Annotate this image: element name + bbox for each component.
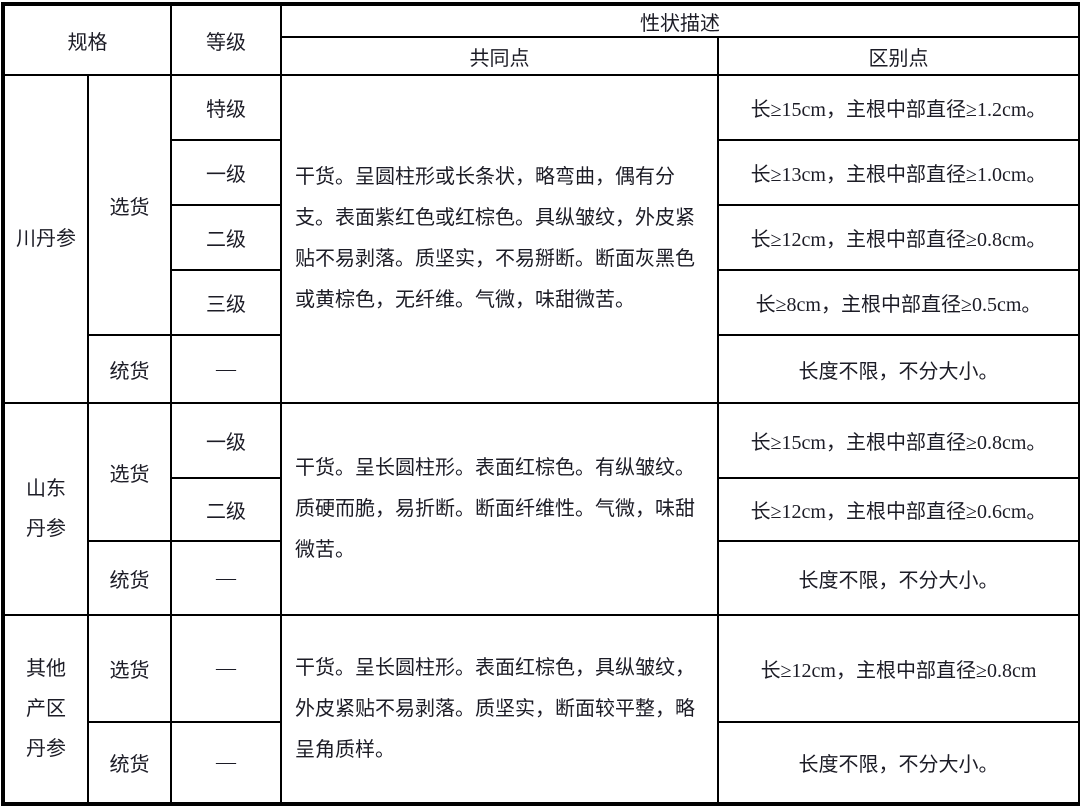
- grade-cell: 特级: [170, 74, 282, 141]
- grade-cell: —: [170, 721, 282, 805]
- table-row: 川丹参 选货 特级 干货。呈圆柱形或长条状，略弯曲，偶有分支。表面紫红色或红棕色…: [2, 74, 1080, 404]
- difference-cell: 长≥12cm，主根中部直径≥0.8cm。: [717, 204, 1080, 271]
- difference-header-cell: 区别点: [717, 36, 1080, 76]
- table-row: 统货 — 长度不限，不分大小。: [3, 721, 1080, 805]
- difference-cell: 长度不限，不分大小。: [717, 540, 1080, 616]
- grade-cell: 二级: [170, 204, 282, 271]
- common-traits-cell: 干货。呈长圆柱形。表面红棕色。有纵皱纹。质硬而脆，易折断。断面纤维性。气微，味甜…: [280, 402, 719, 616]
- category-cell: 选货: [87, 74, 172, 336]
- table-row: 二级 长≥12cm，主根中部直径≥0.6cm。: [3, 477, 1080, 542]
- difference-cell: 长≥12cm，主根中部直径≥0.8cm: [717, 614, 1080, 723]
- origin-cell: 其他 产区 丹参: [2, 614, 89, 805]
- grade-cell: 一级: [170, 139, 282, 206]
- difference-cell: 长≥8cm，主根中部直径≥0.5cm。: [717, 269, 1080, 336]
- difference-cell: 长≥13cm，主根中部直径≥1.0cm。: [717, 139, 1080, 206]
- grade-header-cell: 等级: [170, 3, 282, 76]
- grade-cell: —: [170, 334, 282, 404]
- traits-header-cell: 性状描述: [280, 3, 1080, 38]
- table-header-row-1: 规格 等级 性状描述: [2, 3, 1080, 76]
- table-row: 二级 长≥12cm，主根中部直径≥0.8cm。: [3, 204, 1080, 271]
- table-row: 统货 — 长度不限，不分大小。: [3, 540, 1080, 616]
- category-cell: 统货: [87, 721, 172, 805]
- difference-cell: 长度不限，不分大小。: [717, 334, 1080, 404]
- table-row: 一级 长≥13cm，主根中部直径≥1.0cm。: [3, 139, 1080, 206]
- common-header-cell: 共同点: [280, 36, 719, 76]
- grade-cell: —: [170, 540, 282, 616]
- difference-cell: 长≥15cm，主根中部直径≥0.8cm。: [717, 402, 1080, 479]
- grade-cell: 一级: [170, 402, 282, 479]
- common-traits-cell: 干货。呈圆柱形或长条状，略弯曲，偶有分支。表面紫红色或红棕色。具纵皱纹，外皮紧贴…: [280, 74, 719, 404]
- difference-cell: 长≥12cm，主根中部直径≥0.6cm。: [717, 477, 1080, 542]
- origin-cell: 川丹参: [2, 74, 89, 404]
- spec-header-cell: 规格: [2, 3, 172, 76]
- difference-cell: 长度不限，不分大小。: [717, 721, 1080, 805]
- table-row: 三级 长≥8cm，主根中部直径≥0.5cm。: [3, 269, 1080, 336]
- difference-cell: 长≥15cm，主根中部直径≥1.2cm。: [717, 74, 1080, 141]
- table-row: 山东 丹参 选货 一级 干货。呈长圆柱形。表面红棕色。有纵皱纹。质硬而脆，易折断…: [2, 402, 1080, 616]
- category-cell: 选货: [87, 614, 172, 723]
- category-cell: 统货: [87, 540, 172, 616]
- origin-cell: 山东 丹参: [2, 402, 89, 616]
- common-traits-cell: 干货。呈长圆柱形。表面红棕色，具纵皱纹，外皮紧贴不易剥落。质坚实，断面较平整，略…: [280, 614, 719, 805]
- table-row: 统货 — 长度不限，不分大小。: [3, 334, 1080, 404]
- grade-cell: —: [170, 614, 282, 723]
- grade-cell: 二级: [170, 477, 282, 542]
- table-row: 其他 产区 丹参 选货 — 干货。呈长圆柱形。表面红棕色，具纵皱纹，外皮紧贴不易…: [2, 614, 1080, 805]
- grade-cell: 三级: [170, 269, 282, 336]
- table-header-row-2: 共同点 区别点: [3, 36, 1080, 76]
- category-cell: 选货: [87, 402, 172, 542]
- category-cell: 统货: [87, 334, 172, 404]
